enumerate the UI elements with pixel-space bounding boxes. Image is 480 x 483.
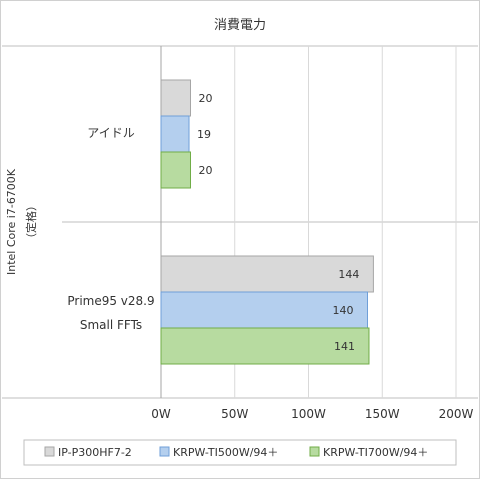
x-tick-label: 150W xyxy=(365,407,400,421)
data-label: 140 xyxy=(333,304,354,317)
category-label: アイドル xyxy=(87,126,134,140)
category-label: Small FFTs xyxy=(80,318,142,332)
data-label: 20 xyxy=(199,164,213,177)
bar xyxy=(160,151,191,189)
bar xyxy=(160,327,370,365)
group-label: Intel Core i7-6700K xyxy=(5,168,18,275)
legend-swatch xyxy=(159,446,170,457)
x-tick-label: 200W xyxy=(439,407,474,421)
chart-title: 消費電力 xyxy=(214,18,266,33)
x-tick-label: 100W xyxy=(291,407,326,421)
data-label: 19 xyxy=(197,128,211,141)
legend-label: IP-P300HF7-2 xyxy=(58,446,132,459)
category-label: Prime95 v28.9 xyxy=(67,294,154,308)
bar xyxy=(160,115,190,153)
x-tick-label: 0W xyxy=(151,407,171,421)
legend-box xyxy=(23,439,457,466)
data-label: 141 xyxy=(334,340,355,353)
data-label: 20 xyxy=(199,92,213,105)
legend-label: KRPW-TI500W/94＋ xyxy=(173,446,278,459)
legend-swatch xyxy=(309,446,320,457)
x-tick-label: 50W xyxy=(221,407,248,421)
legend-swatch xyxy=(44,446,55,457)
bar xyxy=(160,79,191,117)
legend-label: KRPW-TI700W/94＋ xyxy=(323,446,428,459)
data-label: 144 xyxy=(338,268,359,281)
bar xyxy=(160,291,368,329)
group-label: （定格） xyxy=(24,200,38,244)
